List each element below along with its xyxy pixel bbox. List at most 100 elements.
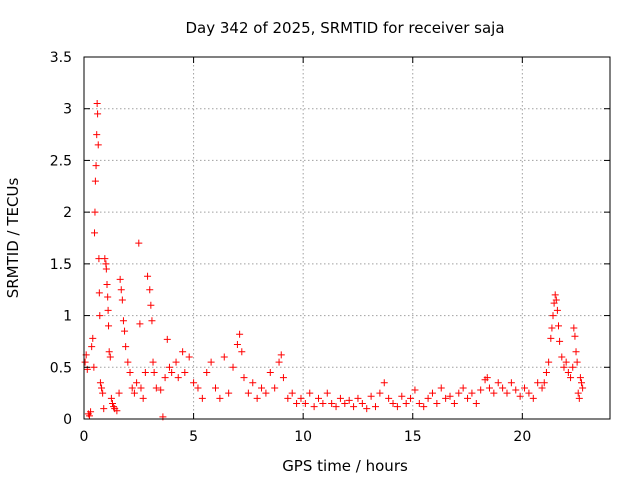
data-point xyxy=(93,100,101,108)
data-point xyxy=(266,368,274,376)
data-point xyxy=(350,403,358,411)
data-point xyxy=(141,368,149,376)
data-point xyxy=(137,384,145,392)
data-point xyxy=(95,255,103,263)
data-point xyxy=(95,289,103,297)
data-point xyxy=(91,177,99,185)
data-point xyxy=(551,291,559,299)
data-point xyxy=(415,399,423,407)
data-point xyxy=(490,389,498,397)
data-point xyxy=(579,384,587,392)
data-point xyxy=(194,384,202,392)
data-point xyxy=(371,403,379,411)
data-point xyxy=(512,386,520,394)
data-point xyxy=(499,384,507,392)
chart-title: Day 342 of 2025, SRMTID for receiver saj… xyxy=(185,19,504,37)
data-point xyxy=(152,384,160,392)
data-point xyxy=(420,403,428,411)
data-point xyxy=(315,394,323,402)
data-point xyxy=(96,379,104,387)
data-point xyxy=(94,110,102,118)
data-point xyxy=(124,358,132,366)
data-point xyxy=(135,239,143,247)
data-point xyxy=(494,379,502,387)
data-point xyxy=(181,368,189,376)
data-point xyxy=(240,374,248,382)
data-point xyxy=(354,394,362,402)
data-point xyxy=(96,312,104,320)
data-point xyxy=(293,399,301,407)
data-point xyxy=(136,320,144,328)
data-point xyxy=(94,141,102,149)
x-tick-label: 5 xyxy=(189,429,198,445)
data-point xyxy=(163,335,171,343)
data-point xyxy=(244,389,252,397)
data-point xyxy=(238,348,246,356)
data-point xyxy=(203,368,211,376)
data-point xyxy=(345,396,353,404)
data-point xyxy=(107,394,115,402)
data-point xyxy=(179,348,187,356)
data-point xyxy=(433,399,441,407)
data-point xyxy=(253,394,261,402)
data-point xyxy=(549,312,557,320)
data-point xyxy=(575,394,583,402)
data-point xyxy=(275,358,283,366)
data-point xyxy=(534,379,542,387)
data-point xyxy=(220,353,228,361)
data-point xyxy=(288,389,296,397)
data-point xyxy=(284,394,292,402)
data-point xyxy=(459,384,467,392)
data-point xyxy=(310,403,318,411)
data-point xyxy=(88,343,96,351)
data-point xyxy=(576,374,584,382)
data-point xyxy=(93,131,101,139)
axis-ticks xyxy=(83,56,610,420)
data-point xyxy=(150,368,158,376)
data-point xyxy=(578,379,586,387)
data-point xyxy=(328,399,336,407)
data-point xyxy=(472,399,480,407)
data-point xyxy=(119,317,127,325)
data-point xyxy=(113,407,121,415)
data-point xyxy=(332,403,340,411)
y-tick-label: 3 xyxy=(63,102,72,118)
data-point xyxy=(104,293,112,301)
data-point xyxy=(572,348,580,356)
data-point xyxy=(525,389,533,397)
data-point xyxy=(297,394,305,402)
data-point xyxy=(424,394,432,402)
data-point xyxy=(389,399,397,407)
data-point xyxy=(437,384,445,392)
data-point xyxy=(165,363,173,371)
data-point xyxy=(553,306,561,314)
data-point xyxy=(450,399,458,407)
data-point xyxy=(336,394,344,402)
x-tick-label: 10 xyxy=(294,429,312,445)
data-point xyxy=(249,379,257,387)
data-point xyxy=(121,327,129,335)
data-point xyxy=(190,379,198,387)
data-point xyxy=(477,386,485,394)
data-point xyxy=(277,351,285,359)
data-point xyxy=(198,394,206,402)
data-point xyxy=(102,265,110,273)
data-point xyxy=(569,363,577,371)
grid-lines xyxy=(84,57,610,419)
data-point xyxy=(455,389,463,397)
data-point xyxy=(367,392,375,400)
data-point xyxy=(548,324,556,332)
data-point xyxy=(106,353,114,361)
data-point xyxy=(229,363,237,371)
y-tick-label: 3.5 xyxy=(50,50,72,66)
data-point xyxy=(105,322,113,330)
data-point xyxy=(100,405,108,413)
data-point xyxy=(128,384,136,392)
y-tick-label: 0.5 xyxy=(50,360,72,376)
data-point xyxy=(225,389,233,397)
y-tick-label: 1.5 xyxy=(50,257,72,273)
y-tick-labels: 0 0.5 1 1.5 2 2.5 3 3.5 xyxy=(50,50,72,428)
data-point xyxy=(133,379,141,387)
data-point xyxy=(262,389,270,397)
